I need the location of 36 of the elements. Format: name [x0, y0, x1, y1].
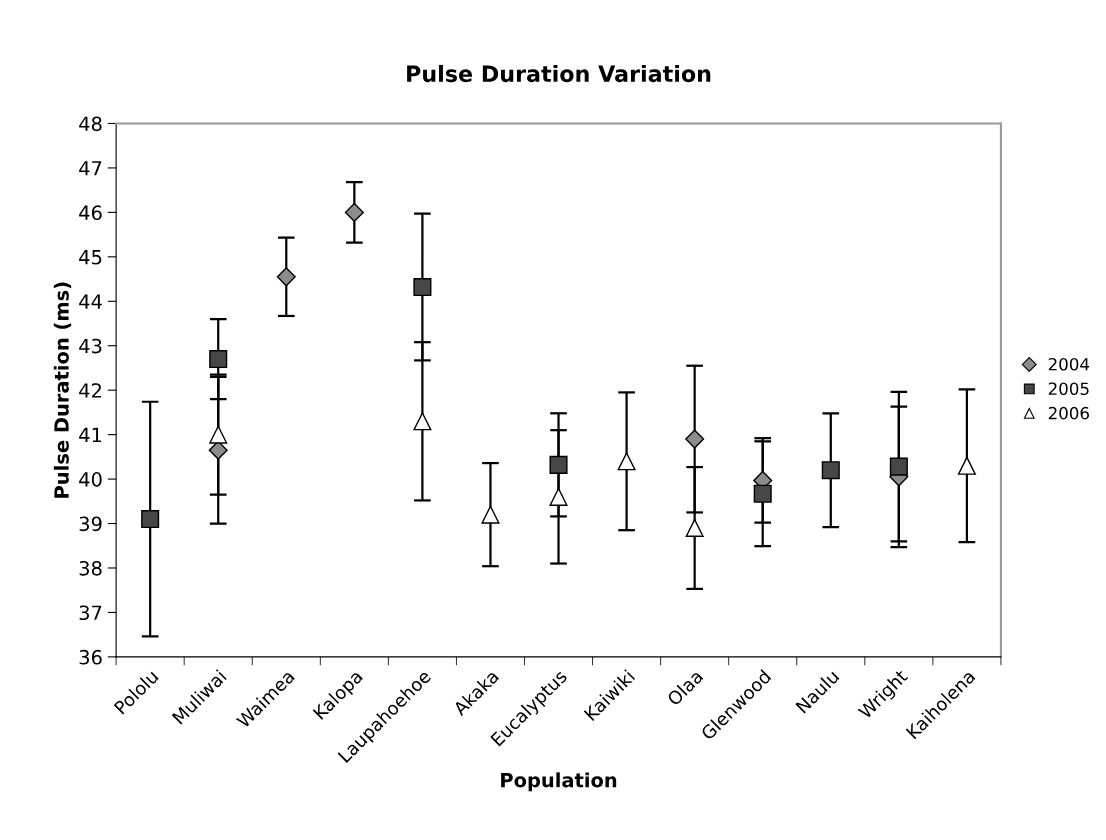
- point: [617, 452, 636, 471]
- point: [685, 429, 705, 449]
- y-tick-label: 44: [79, 294, 102, 309]
- y-tick-label: 38: [79, 560, 102, 576]
- point: [957, 456, 976, 475]
- y-tick-label: 43: [79, 338, 102, 354]
- y-tick-label: 46: [79, 205, 102, 221]
- y-tick-label: 47: [79, 161, 102, 176]
- point: [753, 484, 772, 503]
- legend-label: 2005: [1048, 382, 1089, 396]
- y-tick-label: 41: [79, 427, 102, 443]
- chart-title: Pulse Duration Variation: [407, 64, 711, 83]
- x-axis-title: Population: [501, 772, 617, 792]
- point: [889, 457, 908, 476]
- point: [685, 518, 704, 538]
- point: [276, 267, 296, 287]
- y-tick-label: 42: [79, 383, 101, 398]
- legend-label: 2006: [1048, 406, 1089, 420]
- point: [209, 350, 228, 369]
- y-axis-title: Pulse Duration (ms): [53, 282, 72, 498]
- point: [413, 412, 432, 431]
- point: [821, 461, 840, 480]
- y-tick-label: 36: [79, 649, 102, 665]
- point: [481, 505, 500, 524]
- point: [549, 455, 568, 474]
- y-tick-label: 37: [79, 605, 102, 621]
- point: [209, 425, 228, 444]
- y-tick-label: 45: [79, 250, 102, 265]
- point: [549, 487, 568, 506]
- point: [413, 278, 432, 297]
- legend-label: 2004: [1048, 357, 1090, 371]
- y-tick-label: 48: [79, 116, 102, 132]
- point: [141, 510, 160, 529]
- y-tick-label: 40: [79, 472, 102, 487]
- point: [344, 202, 364, 222]
- y-tick-label: 39: [79, 516, 102, 532]
